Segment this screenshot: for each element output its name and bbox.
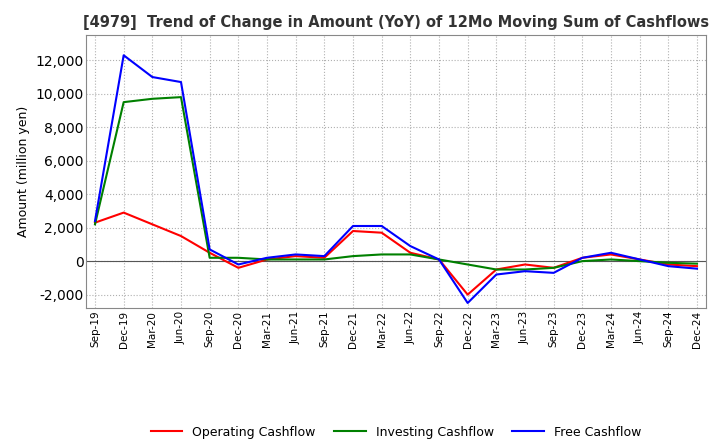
Investing Cashflow bbox=[148, 96, 157, 102]
Free Cashflow bbox=[263, 255, 271, 260]
Investing Cashflow bbox=[578, 258, 587, 264]
Investing Cashflow bbox=[176, 95, 185, 100]
Investing Cashflow bbox=[607, 257, 616, 262]
Investing Cashflow bbox=[234, 255, 243, 260]
Free Cashflow bbox=[377, 224, 386, 229]
Operating Cashflow bbox=[320, 255, 328, 260]
Legend: Operating Cashflow, Investing Cashflow, Free Cashflow: Operating Cashflow, Investing Cashflow, … bbox=[146, 421, 646, 440]
Free Cashflow bbox=[607, 250, 616, 255]
Free Cashflow bbox=[148, 74, 157, 80]
Operating Cashflow bbox=[435, 257, 444, 262]
Investing Cashflow bbox=[320, 257, 328, 262]
Free Cashflow bbox=[578, 255, 587, 260]
Line: Free Cashflow: Free Cashflow bbox=[95, 55, 697, 303]
Operating Cashflow bbox=[521, 262, 529, 267]
Investing Cashflow bbox=[693, 261, 701, 266]
Investing Cashflow bbox=[377, 252, 386, 257]
Free Cashflow bbox=[234, 262, 243, 267]
Operating Cashflow bbox=[607, 252, 616, 257]
Free Cashflow bbox=[406, 243, 415, 249]
Investing Cashflow bbox=[91, 222, 99, 227]
Free Cashflow bbox=[549, 270, 558, 275]
Operating Cashflow bbox=[549, 265, 558, 271]
Free Cashflow bbox=[664, 264, 672, 269]
Y-axis label: Amount (million yen): Amount (million yen) bbox=[17, 106, 30, 237]
Investing Cashflow bbox=[406, 252, 415, 257]
Investing Cashflow bbox=[292, 257, 300, 262]
Investing Cashflow bbox=[348, 253, 357, 259]
Operating Cashflow bbox=[348, 228, 357, 234]
Operating Cashflow bbox=[205, 250, 214, 255]
Investing Cashflow bbox=[492, 267, 500, 272]
Investing Cashflow bbox=[521, 267, 529, 272]
Operating Cashflow bbox=[148, 222, 157, 227]
Operating Cashflow bbox=[406, 250, 415, 255]
Operating Cashflow bbox=[292, 253, 300, 259]
Operating Cashflow bbox=[176, 233, 185, 238]
Operating Cashflow bbox=[693, 264, 701, 269]
Free Cashflow bbox=[635, 257, 644, 262]
Investing Cashflow bbox=[435, 257, 444, 262]
Operating Cashflow bbox=[635, 257, 644, 262]
Investing Cashflow bbox=[263, 257, 271, 262]
Operating Cashflow bbox=[263, 257, 271, 262]
Free Cashflow bbox=[464, 301, 472, 306]
Free Cashflow bbox=[492, 272, 500, 277]
Operating Cashflow bbox=[91, 220, 99, 225]
Operating Cashflow bbox=[492, 267, 500, 272]
Investing Cashflow bbox=[205, 255, 214, 260]
Operating Cashflow bbox=[120, 210, 128, 215]
Investing Cashflow bbox=[464, 262, 472, 267]
Operating Cashflow bbox=[377, 230, 386, 235]
Free Cashflow bbox=[693, 266, 701, 271]
Free Cashflow bbox=[435, 257, 444, 262]
Line: Operating Cashflow: Operating Cashflow bbox=[95, 213, 697, 295]
Line: Investing Cashflow: Investing Cashflow bbox=[95, 97, 697, 270]
Free Cashflow bbox=[205, 247, 214, 252]
Operating Cashflow bbox=[664, 262, 672, 267]
Operating Cashflow bbox=[464, 292, 472, 297]
Investing Cashflow bbox=[635, 258, 644, 264]
Investing Cashflow bbox=[549, 265, 558, 271]
Investing Cashflow bbox=[120, 99, 128, 105]
Title: [4979]  Trend of Change in Amount (YoY) of 12Mo Moving Sum of Cashflows: [4979] Trend of Change in Amount (YoY) o… bbox=[83, 15, 709, 30]
Free Cashflow bbox=[91, 218, 99, 224]
Free Cashflow bbox=[292, 252, 300, 257]
Operating Cashflow bbox=[578, 255, 587, 260]
Free Cashflow bbox=[120, 53, 128, 58]
Free Cashflow bbox=[348, 224, 357, 229]
Operating Cashflow bbox=[234, 265, 243, 271]
Free Cashflow bbox=[320, 253, 328, 259]
Free Cashflow bbox=[176, 80, 185, 85]
Free Cashflow bbox=[521, 268, 529, 274]
Investing Cashflow bbox=[664, 260, 672, 265]
